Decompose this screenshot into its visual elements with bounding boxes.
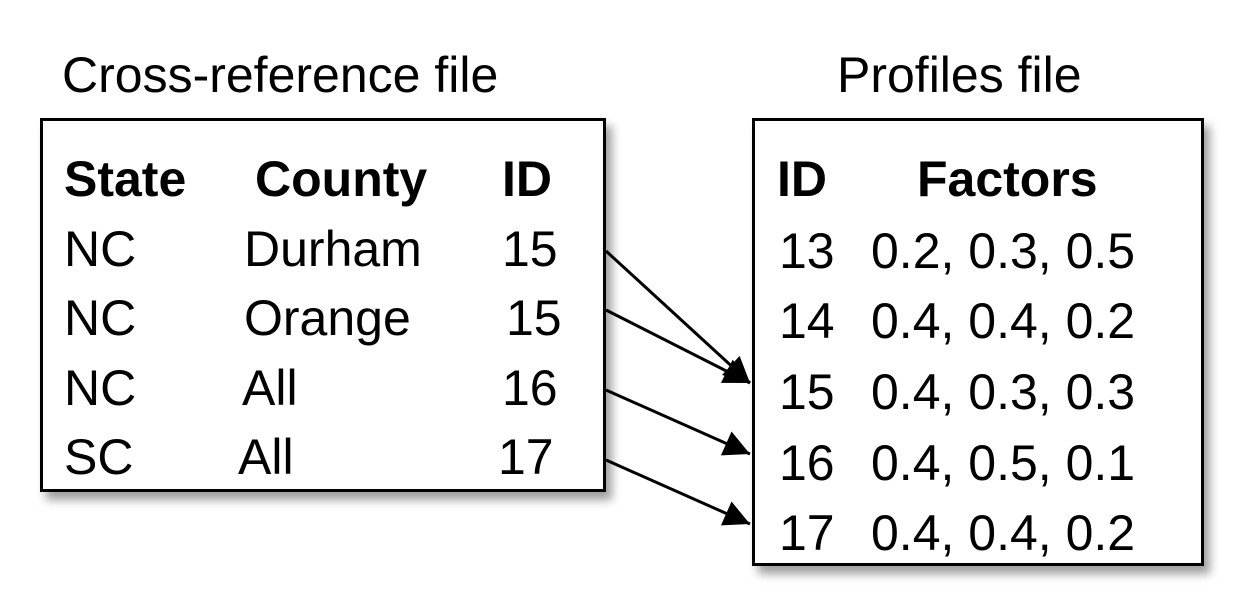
link-arrow — [604, 249, 752, 385]
profiles-title: Profiles file — [837, 47, 1082, 103]
xref-row-id: 16 — [502, 360, 558, 416]
profile-row-id: 17 — [779, 505, 835, 561]
profile-row-factors: 0.4, 0.5, 0.1 — [871, 435, 1136, 491]
header-id: ID — [502, 151, 552, 207]
profile-row-factors: 0.4, 0.3, 0.3 — [871, 364, 1136, 420]
profile-row-id: 15 — [779, 364, 835, 420]
profile-row-factors: 0.2, 0.3, 0.5 — [871, 223, 1136, 279]
profile-row-factors: 0.4, 0.4, 0.2 — [871, 293, 1136, 349]
cross-reference-table: State County ID NC Durham 15 NC Orange 1… — [40, 118, 606, 492]
xref-row-county: Durham — [244, 221, 422, 277]
xref-row-county: All — [238, 429, 294, 485]
profile-row-id: 13 — [779, 223, 835, 279]
xref-row-county: Orange — [244, 290, 411, 346]
xref-row-state: SC — [64, 429, 134, 485]
link-arrow — [605, 308, 751, 385]
header-county: County — [255, 151, 428, 207]
header-profile-id: ID — [777, 151, 827, 207]
profile-row-factors: 0.4, 0.4, 0.2 — [871, 505, 1136, 561]
link-arrow — [605, 458, 751, 526]
link-arrow — [605, 388, 751, 456]
profile-row-id: 16 — [779, 435, 835, 491]
xref-row-state: NC — [64, 290, 137, 346]
xref-row-state: NC — [64, 360, 137, 416]
profile-row-id: 14 — [779, 293, 835, 349]
header-factors: Factors — [917, 151, 1098, 207]
cross-reference-title: Cross-reference file — [62, 47, 499, 103]
xref-row-county: All — [242, 360, 298, 416]
header-state: State — [64, 151, 187, 207]
xref-row-id: 15 — [502, 221, 558, 277]
xref-row-state: NC — [64, 221, 137, 277]
profiles-table: ID Factors 13 0.2, 0.3, 0.5 14 0.4, 0.4,… — [752, 118, 1204, 566]
xref-row-id: 17 — [498, 429, 554, 485]
xref-row-id: 15 — [506, 290, 562, 346]
